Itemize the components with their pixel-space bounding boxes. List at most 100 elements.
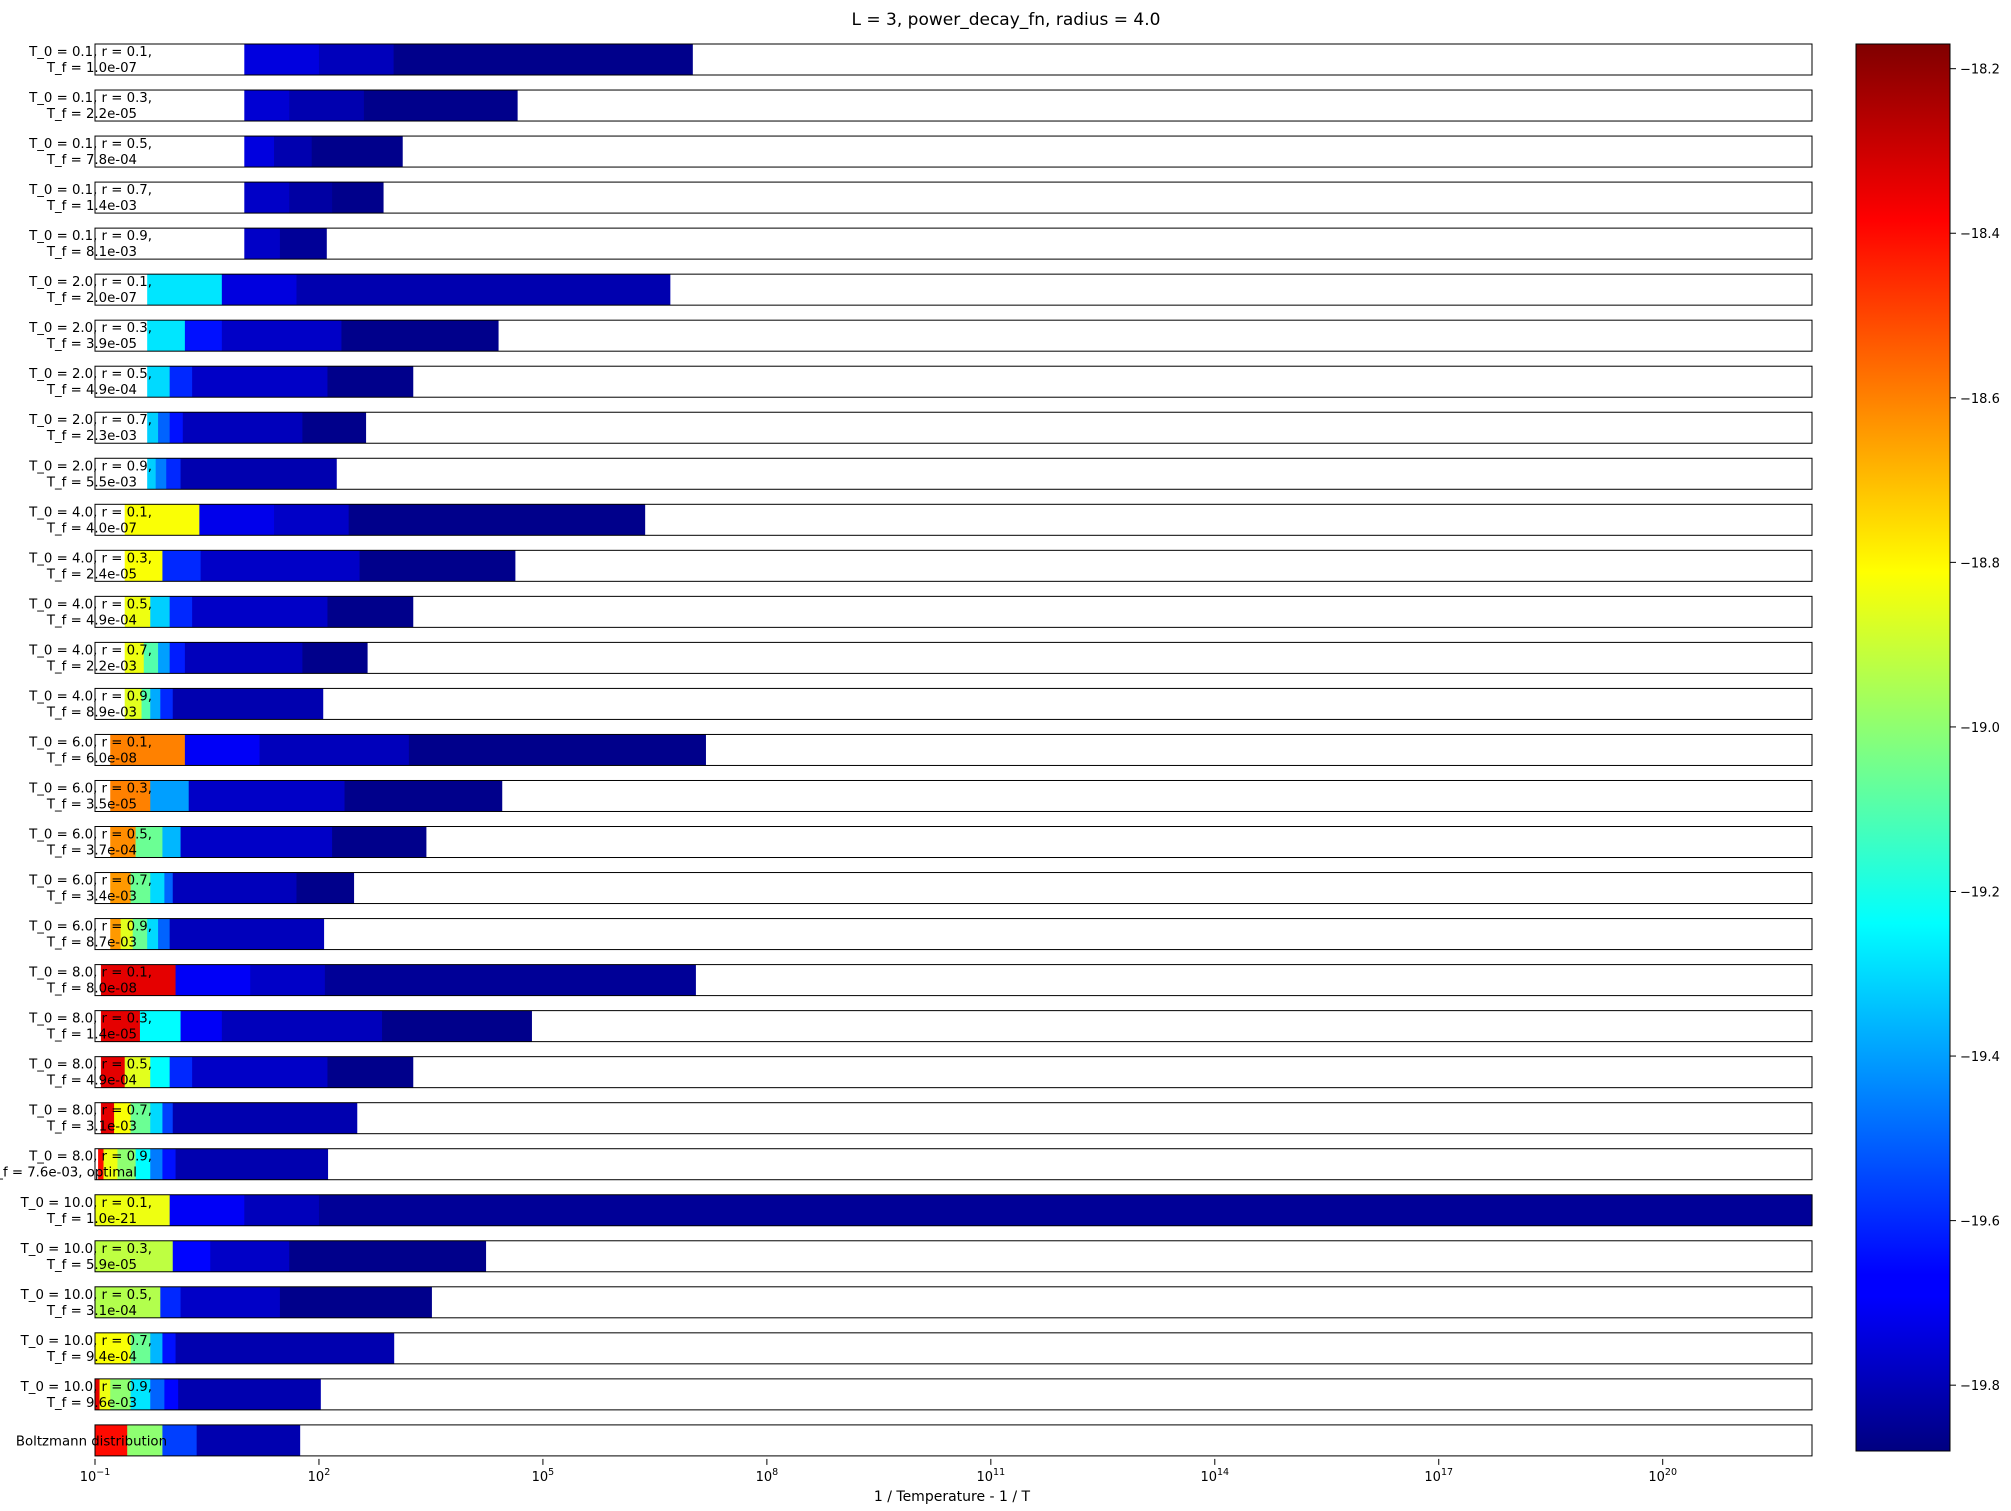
heat-segment: [327, 1056, 414, 1088]
row-label-line1: T_0 = 2.0, r = 0.3,: [28, 321, 152, 336]
row-label-line2: T_f = 4.9e-04: [46, 383, 137, 398]
heat-segment: [175, 1332, 395, 1364]
heat-segment: [95, 1286, 161, 1318]
heat-segment: [296, 872, 355, 904]
heat-segment: [147, 320, 186, 352]
x-tick-label: 102: [308, 1467, 331, 1485]
row-frame: [94, 1102, 1813, 1135]
heat-segment: [150, 1056, 171, 1088]
row-label-line1: T_0 = 0.1, r = 0.1,: [28, 45, 152, 60]
row-label-line2: T_f = 8.1e-03: [46, 245, 137, 260]
heat-segment: [180, 826, 333, 858]
row-label-line1: T_0 = 4.0, r = 0.1,: [28, 505, 152, 520]
heat-segment: [110, 826, 137, 858]
heat-segment: [172, 688, 324, 720]
heat-segment: [150, 1332, 164, 1364]
heat-segment: [318, 1194, 1813, 1226]
heat-segment: [172, 872, 298, 904]
row-label-line2: T_f = 7.6e-03, optimal: [0, 1166, 137, 1181]
x-tick-label: 1020: [1648, 1467, 1677, 1485]
row-10: T_0 = 2.0, r = 0.9,T_f = 5.5e-03: [28, 457, 1813, 490]
row-9: T_0 = 2.0, r = 0.7,T_f = 2.3e-03: [28, 411, 1813, 444]
row-frame: [94, 687, 1813, 720]
heat-segment: [296, 274, 671, 306]
heat-segment: [150, 780, 190, 812]
row-5: T_0 = 0.1, r = 0.9,T_f = 8.1e-03: [28, 227, 1813, 260]
row-frame: [94, 319, 1813, 352]
heat-segment: [158, 918, 171, 950]
row-label-line2: T_f = 3.1e-03: [46, 1120, 137, 1135]
heat-segment: [169, 642, 186, 674]
row-bars: T_0 = 0.1, r = 0.1,T_f = 1.0e-07 T_0 = 0.…: [0, 43, 1813, 1457]
heat-segment: [130, 872, 151, 904]
row-25: T_0 = 8.0, r = 0.9,T_f = 7.6e-03, optima…: [0, 1148, 1813, 1181]
row-22: T_0 = 8.0, r = 0.3,T_f = 1.4e-05: [28, 1010, 1813, 1043]
heat-segment: [99, 1378, 111, 1410]
row-label-line2: T_f = 2.3e-03: [46, 429, 137, 444]
heat-segment: [132, 918, 148, 950]
heat-segment: [117, 1148, 137, 1180]
heat-segment: [147, 412, 159, 444]
row-27: T_0 = 10.0, r = 0.3,T_f = 5.9e-05: [20, 1240, 1813, 1273]
row-label-line1: T_0 = 2.0, r = 0.1,: [28, 275, 152, 290]
x-tick-label: 10−1: [80, 1467, 111, 1485]
row-label-line2: T_f = 4.9e-04: [46, 613, 137, 628]
row-label-line2: T_f = 6.0e-08: [46, 751, 137, 766]
heat-segment: [110, 872, 132, 904]
heat-segment: [274, 136, 313, 168]
heat-segment: [169, 412, 184, 444]
heat-segment: [95, 1240, 174, 1272]
row-label-line1: T_0 = 8.0, r = 0.3,: [28, 1012, 152, 1027]
heat-segment: [124, 642, 145, 674]
heat-segment: [250, 964, 326, 996]
row-17: T_0 = 6.0, r = 0.3,T_f = 3.5e-05: [28, 779, 1813, 812]
heat-segment: [199, 504, 275, 536]
heat-segment: [158, 412, 171, 444]
row-frame: [94, 733, 1813, 766]
row-label-line2: T_f = 5.9e-05: [46, 1258, 137, 1273]
heat-segment: [184, 734, 261, 766]
row-label-line2: T_f = 9.4e-04: [46, 1350, 137, 1365]
colorbar-tick-label: −19.8: [1960, 1379, 2000, 1394]
x-axis: 10−1 102 105 108 1011 1014 1017 1020: [80, 1458, 1677, 1485]
heat-segment: [141, 688, 151, 720]
heat-segment: [147, 274, 223, 306]
x-tick-label: 1017: [1424, 1467, 1453, 1485]
heat-segment: [359, 550, 516, 582]
row-11: T_0 = 4.0, r = 0.1,T_f = 4.0e-07: [28, 503, 1813, 536]
row-label-line1: T_0 = 8.0, r = 0.1,: [28, 966, 152, 981]
row-label-line1: T_0 = 10.0, r = 0.3,: [20, 1242, 152, 1257]
row-label-line2: T_f = 1.0e-07: [46, 61, 137, 76]
heat-segment: [244, 1194, 320, 1226]
heat-segment: [180, 1286, 281, 1318]
row-label: Boltzmann distribution: [16, 1434, 167, 1449]
heat-segment: [95, 1378, 101, 1410]
row-30: T_0 = 10.0, r = 0.9,T_f = 9.6e-03: [20, 1378, 1813, 1411]
row-label-line1: T_0 = 10.0, r = 0.5,: [20, 1288, 152, 1303]
row-label-line1: T_0 = 0.1, r = 0.7,: [28, 183, 152, 198]
row-label-line1: T_0 = 2.0, r = 0.9,: [28, 459, 152, 474]
row-label-line2: T_f = 2.2e-05: [46, 107, 137, 122]
heat-segment: [100, 1102, 115, 1134]
heat-segment: [274, 504, 350, 536]
heat-segment: [188, 780, 346, 812]
row-label-line1: T_0 = 2.0, r = 0.5,: [28, 367, 152, 382]
row-label-line2: T_f = 5.5e-03: [46, 475, 137, 490]
row-2: T_0 = 0.1, r = 0.3,T_f = 2.2e-05: [28, 89, 1813, 122]
row-frame: [94, 273, 1813, 306]
heat-segment: [244, 90, 290, 122]
heat-segment: [147, 918, 159, 950]
heat-segment: [279, 228, 327, 260]
heat-segment: [150, 596, 171, 628]
row-frame: [94, 918, 1813, 951]
heat-segment: [192, 1056, 329, 1088]
heat-segment: [150, 1102, 164, 1134]
row-frame: [94, 595, 1813, 628]
x-axis-label: 1 / Temperature - 1 / T: [874, 1489, 1031, 1505]
row-frame: [94, 1148, 1813, 1181]
colorbar-tick-label: −19.0: [1960, 721, 2000, 736]
heat-segment: [135, 826, 164, 858]
row-frame: [94, 135, 1813, 168]
row-31: Boltzmann distribution: [16, 1424, 1813, 1457]
heat-segment: [302, 412, 367, 444]
